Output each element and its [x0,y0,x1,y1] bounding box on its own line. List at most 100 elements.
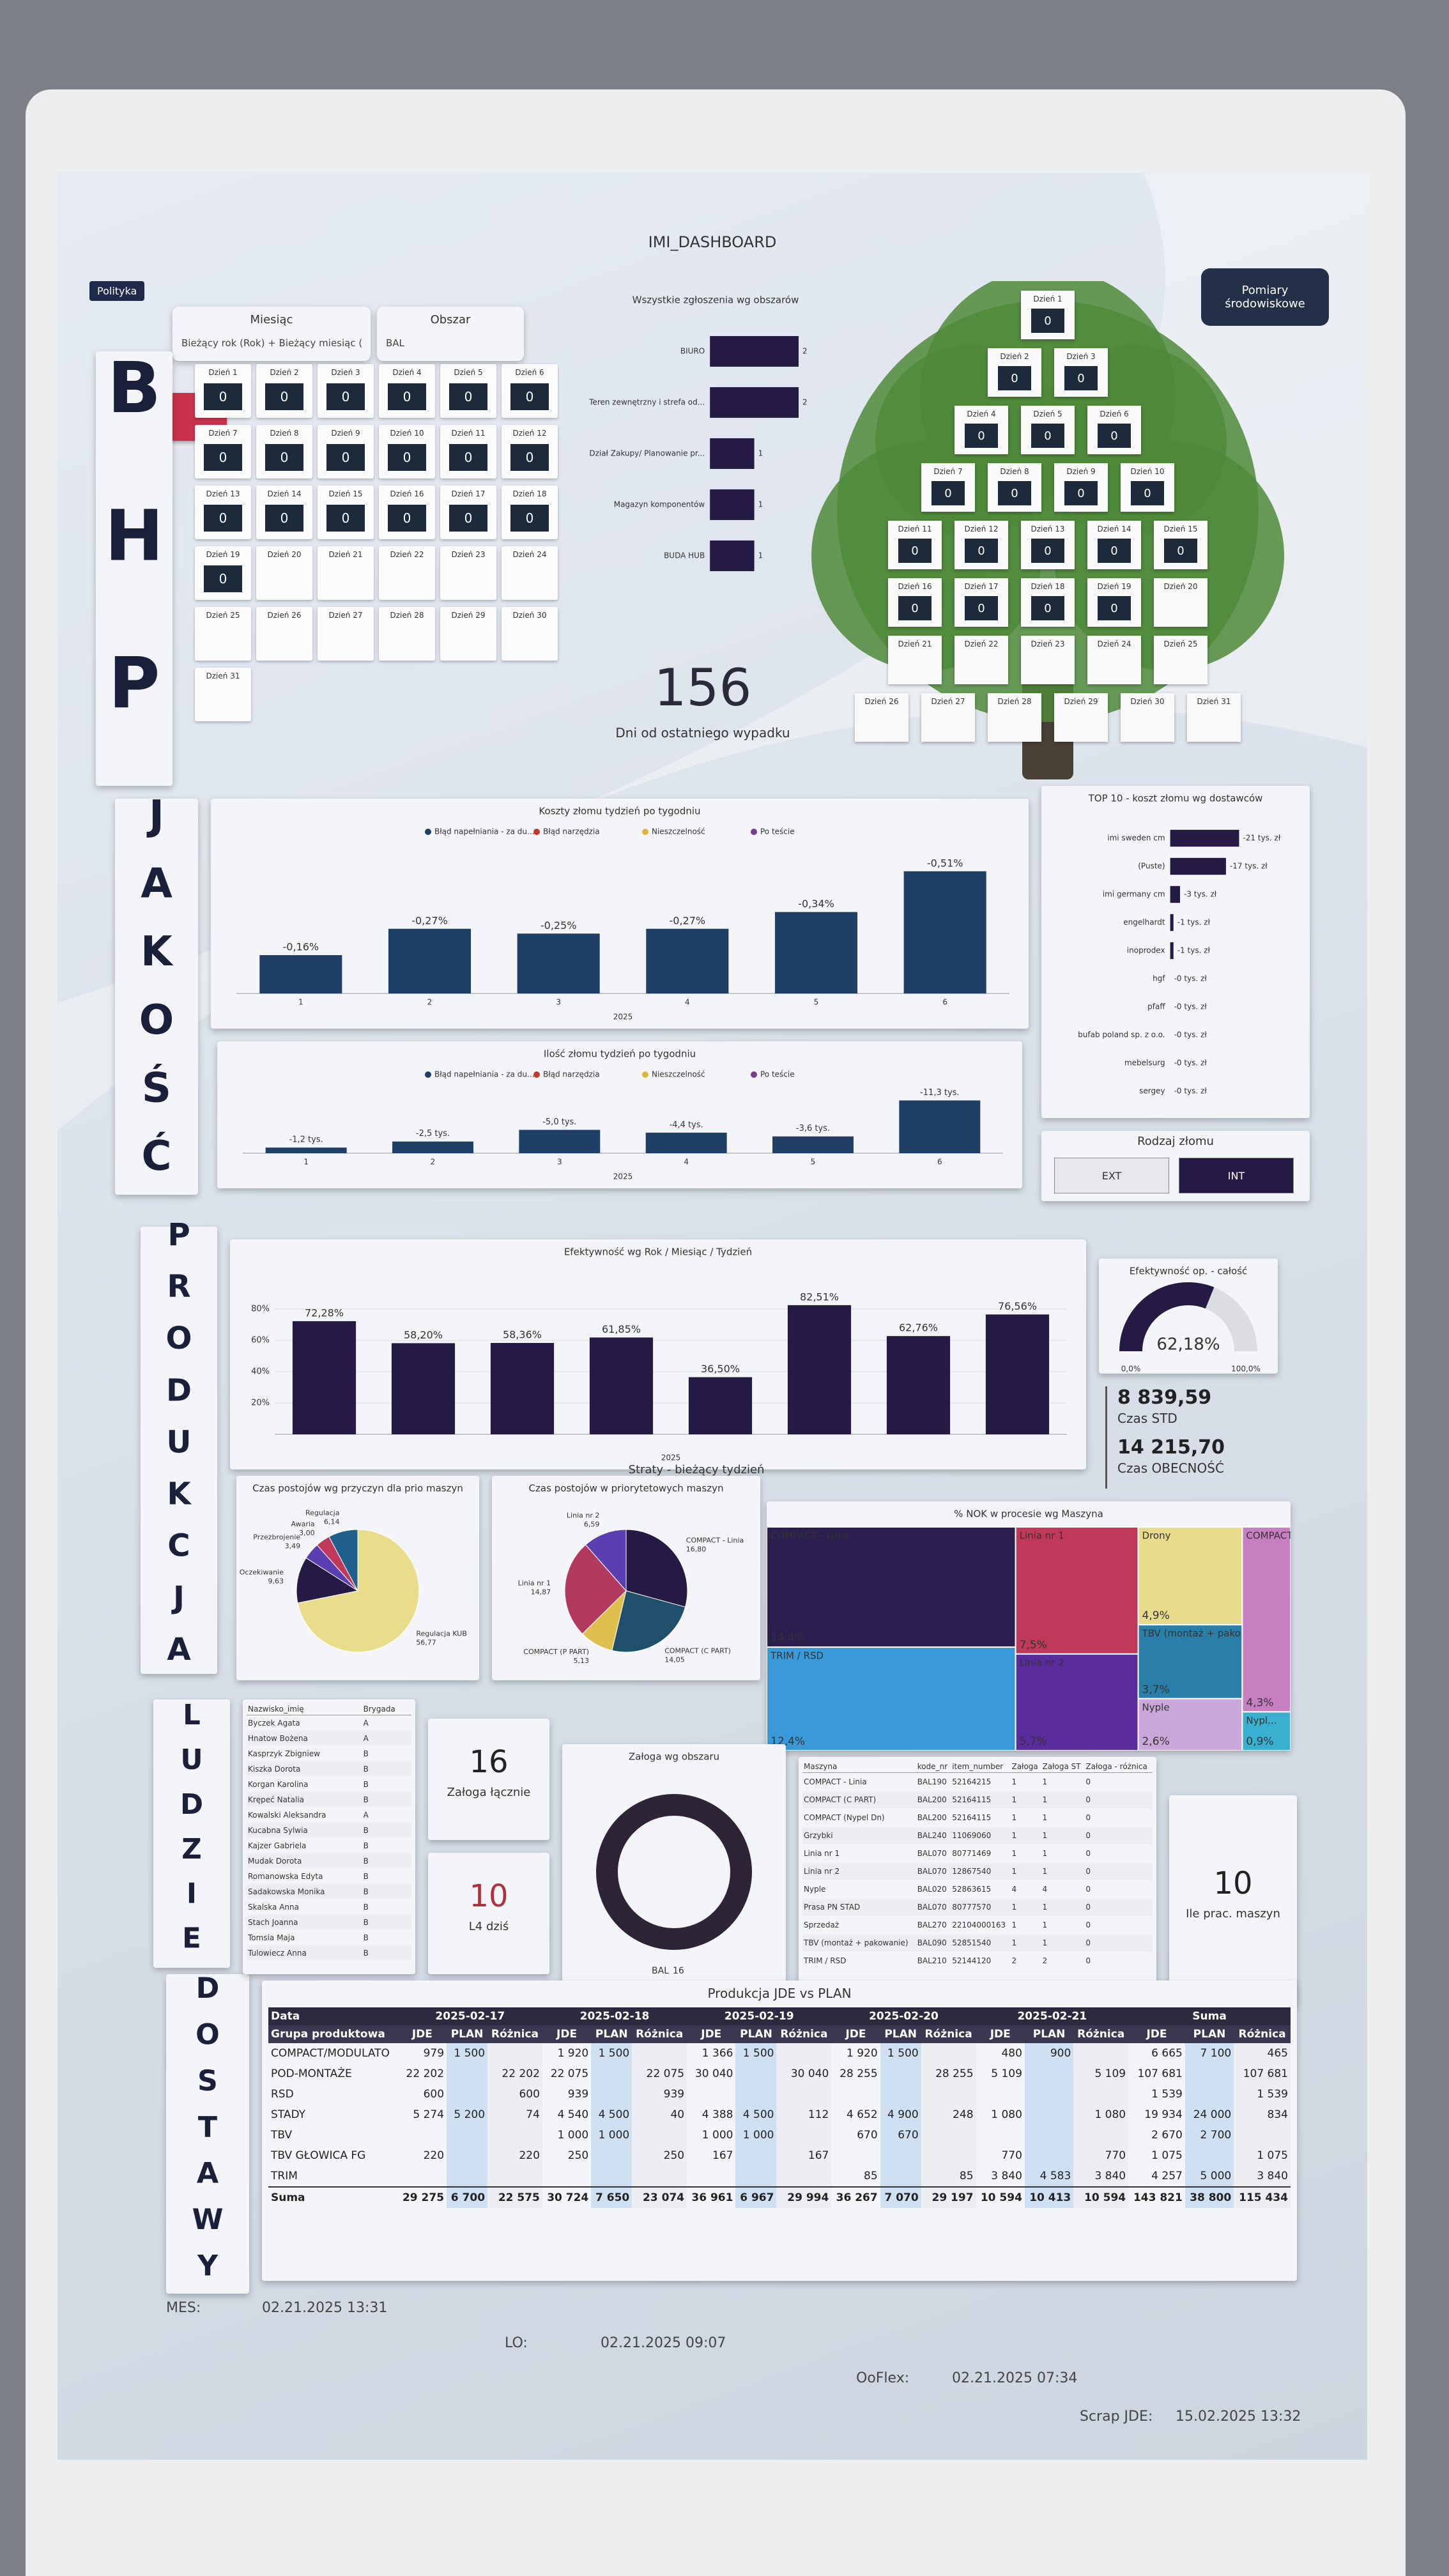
day-card: Dzień 15 0 [318,486,374,539]
pivot-cell [447,2084,488,2104]
day-label: Dzień 7 [208,429,238,438]
pivot-measure: JDE [990,2028,1011,2041]
table-cell: Krępeć Natalia [248,1795,305,1804]
day-label: Dzień 3 [331,368,360,377]
slice-label: Linia nr 2 [567,1512,599,1520]
day-value: 0 [449,444,487,471]
day-label: Dzień 27 [931,697,965,706]
pivot-cell: 4 652 [847,2108,878,2121]
policy-button[interactable]: Polityka [89,281,145,301]
pivot-cell [1073,2125,1129,2145]
cell-label: TRIM / RSD [770,1650,824,1662]
chart-svg: Czas postojów wg przyczyn dla prio maszy… [240,1483,467,1653]
kpi-label: L4 dziś [468,1920,509,1933]
day-card: Dzień 22 [379,546,435,600]
x-axis-label: 2025 [661,1453,681,1462]
pivot-cell: 220 [423,2149,445,2162]
pivot-cell [921,2125,976,2145]
footer-label: MES: [166,2300,201,2316]
env-button[interactable]: Pomiary środowiskowe [1201,268,1329,326]
table-cell: BAL210 [917,1956,947,1965]
tree-day-card: Dzień 23 [1021,636,1075,684]
day-label: Dzień 30 [1130,697,1165,706]
day-card: Dzień 28 [379,607,435,661]
table-cell: COMPACT (Nypel Dn) [804,1813,885,1822]
filter[interactable]: Obszar BAL [377,307,524,361]
pivot-measure: PLAN [1032,2028,1066,2041]
day-card: Dzień 1 0 [195,364,251,418]
table-cell: 0 [1085,1938,1091,1947]
bar [589,1337,654,1434]
pivot-cell [880,2166,921,2187]
day-label: Dzień 15 [328,489,363,498]
footer-value: 02.21.2025 09:07 [601,2335,726,2351]
kpi-value: 14 215,70 [1117,1436,1225,1459]
day-label: Dzień 23 [451,550,486,559]
section-panel: LUDZIE [153,1699,230,1968]
chart-svg: Koszty złomu tydzień po tygodniu -0,16% 1 -… [236,806,1009,1022]
tree-day-card: Dzień 22 [954,636,1008,684]
section-panel: PRODUKCJA [141,1217,217,1683]
pivot-cell: 10 413 [1024,2187,1074,2208]
day-label: Dzień 22 [964,640,999,648]
x-tick-label: 3 [557,1158,562,1167]
pivot-cell: 5 109 [991,2067,1022,2080]
pivot-cell: 4 583 [1024,2166,1074,2187]
scrap-type-button[interactable]: EXT [1054,1158,1169,1193]
table-cell: B [363,1749,369,1758]
x-axis-label: 2025 [613,1013,633,1022]
pivot-group: TRIM [271,2170,298,2182]
table-cell: 2 [1042,1956,1048,1965]
tree-day-card: Dzień 7 0 [921,463,975,512]
table-row: Tomsia Maja B [247,1930,411,1945]
table-row: Kiszka Dorota B [247,1761,411,1777]
table-cell: BAL070 [917,1903,947,1912]
pivot-cell: 1 500 [591,2043,632,2064]
pivot-cell: 38 800 [1184,2187,1234,2208]
pivot-cell: 1 000 [735,2125,777,2145]
value-label: -1,2 tys. [289,1135,323,1145]
table-cell: 0 [1085,1795,1091,1804]
pivot-cell: 250 [567,2149,589,2162]
tree-day-card: Dzień 21 [888,636,942,684]
pivot-cell [831,2084,880,2104]
pivot-total: Suma [1192,2010,1227,2023]
tree-day-card: Dzień 27 [921,693,975,742]
table-cell: Linia nr 2 [804,1867,840,1876]
chart-title: % NOK w procesie wg Maszyna [954,1508,1103,1520]
table-cell: 0 [1085,1903,1091,1912]
value-label: -11,3 tys. [920,1088,959,1098]
table-header-row: Nazwisko_imię Brygada [247,1703,411,1715]
slice-label: Regulacja KUB [416,1630,467,1638]
bar [388,928,471,993]
table-row: Korgan Karolina B [247,1777,411,1792]
value-label: -3,6 tys. [796,1124,830,1133]
day-card: Dzień 4 0 [379,364,435,418]
pivot-cell: 979 [423,2047,445,2060]
pivot-cell: 112 [776,2104,832,2125]
table-cell: 52164115 [952,1813,992,1822]
pivot-cell [447,2125,488,2145]
pivot-measure: Różnica [924,2028,972,2041]
value-label: 62,76% [899,1322,938,1334]
table-cell: 1 [1011,1795,1017,1804]
pivot-date: 2025-02-17 [435,2010,505,2023]
treemap-cell [767,1526,1016,1648]
day-value: 0 [388,383,426,410]
day-label: Dzień 16 [898,582,932,591]
day-value: 0 [326,444,365,471]
table-cell: B [363,1795,369,1804]
day-value: 0 [510,444,549,471]
scrap-type-button[interactable]: INT [1179,1158,1294,1193]
pivot-cell [1024,2064,1074,2084]
pivot-cell: 24 000 [1184,2104,1234,2125]
day-label: Dzień 11 [898,525,932,533]
day-card: Dzień 29 [440,607,496,661]
y-tick-label: engelhardt [1123,918,1165,927]
value-label: -0 tys. zł [1174,1002,1208,1011]
filter[interactable]: Miesiąc Bieżący rok (Rok) + Bieżący miesi… [172,307,371,361]
pivot-cell [1184,2064,1234,2084]
slice-value: 56,77 [416,1639,436,1647]
table-cell: Nyple [804,1885,826,1894]
